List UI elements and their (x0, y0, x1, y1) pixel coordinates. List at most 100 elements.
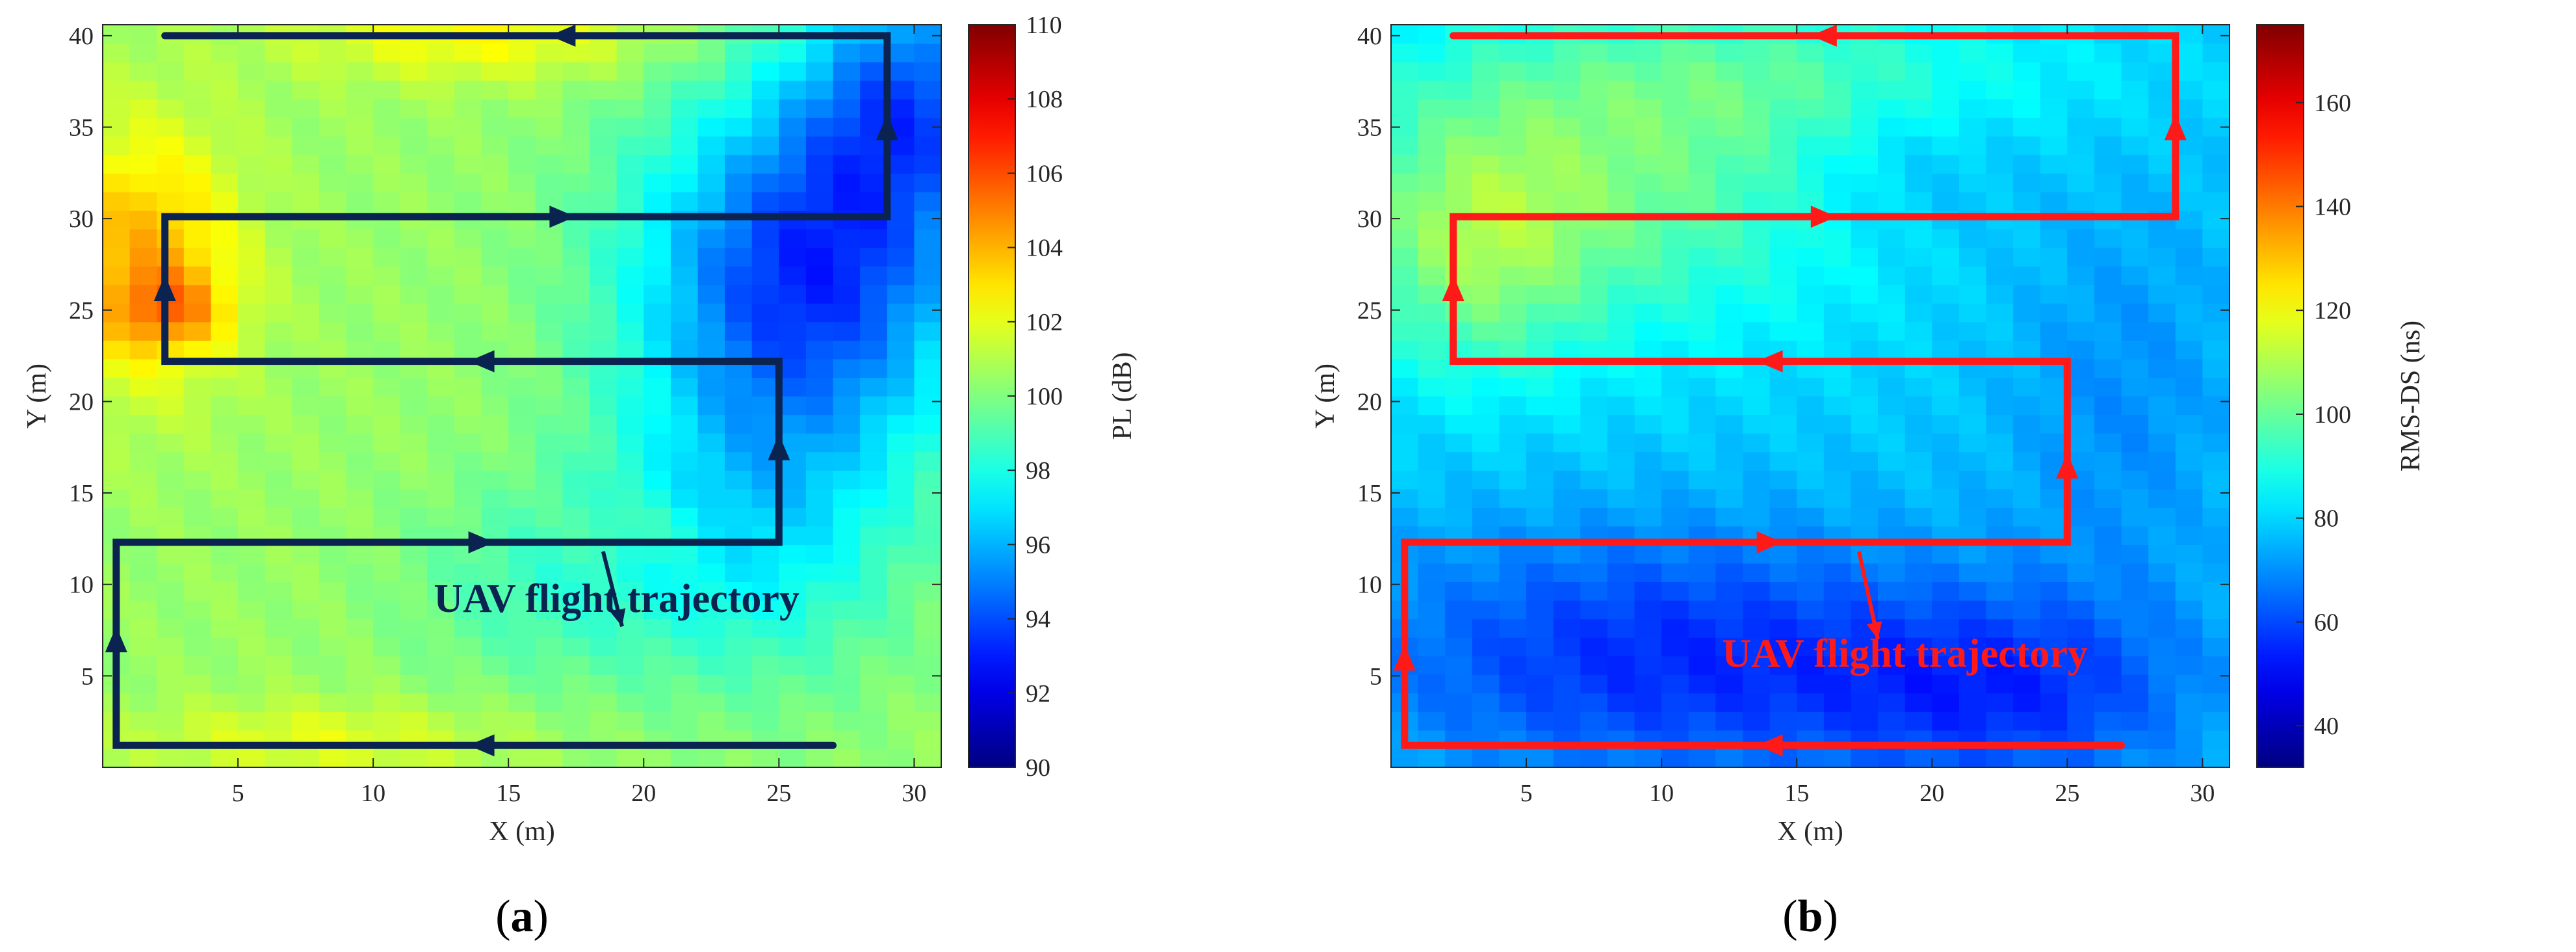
heatmap-cell (697, 674, 725, 694)
heatmap-cell (1661, 303, 1689, 323)
heatmap-cell (427, 229, 455, 248)
heatmap-cell (1878, 748, 1906, 768)
x-tick-label: 30 (902, 780, 926, 807)
heatmap-cell (2067, 507, 2095, 527)
heatmap-cell (129, 562, 157, 583)
heatmap-cell (1769, 191, 1797, 211)
heatmap-cell (1472, 321, 1500, 341)
heatmap-cell (157, 655, 185, 675)
heatmap-cell (400, 80, 428, 99)
heatmap-cell (644, 451, 671, 471)
heatmap-cell (427, 80, 455, 99)
heatmap-cell (481, 321, 509, 341)
heatmap-cell (805, 470, 834, 490)
heatmap-cell (860, 674, 888, 694)
heatmap-cell (2013, 154, 2041, 174)
heatmap-cell (508, 340, 536, 360)
y-tick-label: 10 (1357, 572, 1382, 599)
heatmap-cell (1878, 247, 1906, 267)
heatmap-cell (1688, 693, 1716, 712)
heatmap-cell (751, 711, 779, 731)
heatmap-cell (400, 433, 428, 453)
heatmap-cell (373, 266, 401, 285)
heatmap-cell (1986, 117, 2014, 137)
heatmap-cell (2175, 62, 2203, 81)
heatmap-cell (535, 43, 564, 62)
heatmap-cell (1634, 136, 1662, 155)
heatmap-cell (616, 80, 644, 99)
heatmap-cell (2121, 525, 2149, 545)
heatmap-cell (590, 748, 618, 768)
heatmap-cell (373, 600, 401, 620)
heatmap-cell (265, 136, 293, 155)
heatmap-cell (2094, 191, 2122, 211)
heatmap-cell (1769, 433, 1797, 453)
heatmap-cell (697, 655, 725, 675)
heatmap-cell (400, 340, 428, 360)
heatmap-cell (562, 748, 590, 768)
heatmap-cell (1418, 581, 1446, 601)
heatmap-cell (319, 600, 347, 620)
heatmap-cell (2148, 507, 2176, 527)
heatmap-cell (1958, 618, 1987, 638)
heatmap-cell (2094, 544, 2122, 564)
heatmap-cell (914, 637, 942, 657)
heatmap-cell (1499, 284, 1527, 304)
heatmap-cell (1580, 396, 1608, 416)
heatmap-cell (1607, 136, 1635, 155)
heatmap-cell (887, 433, 915, 453)
heatmap-cell (2121, 136, 2149, 155)
heatmap-cell (211, 470, 239, 490)
heatmap-cell (1742, 748, 1771, 768)
heatmap-cell (1878, 396, 1906, 416)
heatmap-cell (1769, 396, 1797, 416)
heatmap-cell (183, 507, 212, 527)
heatmap-cell (1932, 303, 1960, 323)
heatmap-cell (319, 99, 347, 118)
heatmap-cell (1445, 618, 1473, 638)
heatmap-cell (1742, 711, 1771, 731)
heatmap-cell (562, 600, 590, 620)
heatmap-cell (1661, 340, 1689, 360)
x-tick-label: 5 (1520, 780, 1533, 807)
heatmap-cell (779, 340, 807, 360)
heatmap-cell (2094, 433, 2122, 453)
heatmap-cell (1851, 154, 1879, 174)
heatmap-cell (2148, 451, 2176, 471)
heatmap-cell (644, 229, 671, 248)
trajectory-arrows (1393, 24, 2187, 757)
heatmap-cell (1418, 488, 1446, 508)
heatmap-cell (1526, 451, 1554, 471)
heatmap-cell (454, 377, 482, 397)
heatmap-cell (2067, 488, 2095, 508)
heatmap-cell (697, 303, 725, 323)
heatmap-cell (805, 433, 834, 453)
heatmap-cell (644, 562, 671, 583)
heatmap-cell (616, 191, 644, 211)
heatmap-cell (1607, 600, 1635, 620)
heatmap-cell (373, 284, 401, 304)
heatmap-cell (1472, 340, 1500, 360)
heatmap-cell (1932, 600, 1960, 620)
heatmap-cell (2121, 229, 2149, 248)
heatmap-cell (427, 711, 455, 731)
heatmap-cell (670, 43, 699, 62)
heatmap-cell (373, 154, 401, 174)
heatmap-cell (1526, 396, 1554, 416)
heatmap-cell (616, 562, 644, 583)
heatmap-cell (183, 321, 212, 341)
heatmap-cell (1553, 303, 1581, 323)
heatmap-cell (562, 637, 590, 657)
heatmap-cell (211, 266, 239, 285)
heatmap-cell (2148, 581, 2176, 601)
heatmap-cell (1958, 655, 1987, 675)
heatmap-cell (2202, 655, 2230, 675)
heatmap-cell (1391, 358, 1419, 378)
heatmap-cell (751, 748, 779, 768)
heatmap-cell (2148, 340, 2176, 360)
heatmap-cell (2040, 80, 2068, 99)
heatmap-cell (670, 173, 699, 192)
heatmap-cell (1851, 414, 1879, 434)
heatmap-cell (292, 618, 320, 638)
heatmap-cell (346, 581, 374, 601)
